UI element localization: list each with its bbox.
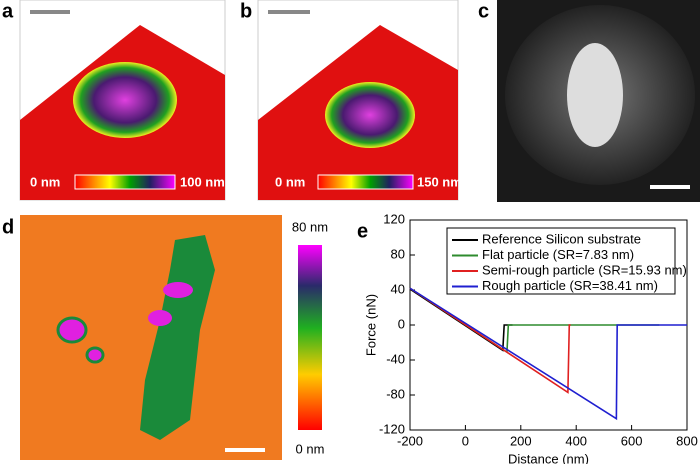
legend-label: Flat particle (SR=7.83 nm) (482, 247, 634, 262)
particle (56, 316, 88, 344)
x-axis-label: Distance (nm) (508, 451, 589, 464)
legend-label: Semi-rough particle (SR=15.93 nm) (482, 262, 687, 277)
sem-particle (567, 43, 623, 147)
series-line (409, 287, 687, 421)
y-tick-label: 40 (391, 281, 405, 296)
x-tick-label: 600 (621, 433, 643, 448)
scale-label: 150 nm (417, 174, 462, 189)
colorbar (298, 245, 322, 430)
particle (325, 82, 415, 148)
scale-label: 0 nm (296, 441, 325, 456)
panel-label: c (478, 0, 489, 22)
scale-label: 80 nm (292, 219, 328, 234)
x-tick-label: 800 (676, 433, 698, 448)
colorbar (74, 174, 176, 190)
legend-box (446, 227, 676, 295)
panel-label: a (2, 0, 14, 22)
y-tick-label: 0 (398, 316, 405, 331)
colorbar (317, 174, 414, 190)
y-tick-label: -40 (386, 351, 405, 366)
y-tick-label: 120 (383, 211, 405, 226)
y-tick-label: -120 (379, 421, 405, 436)
series-line (409, 287, 660, 354)
particle (73, 62, 177, 138)
scale-label: 100 nm (180, 174, 225, 189)
y-tick-label: -80 (386, 386, 405, 401)
legend-label: Rough particle (SR=38.41 nm) (482, 278, 658, 293)
panel-label: e (357, 220, 368, 242)
scale-label: 0 nm (275, 174, 305, 189)
particle-peak (148, 310, 172, 326)
legend-label: Reference Silicon substrate (482, 231, 641, 246)
particle (85, 346, 105, 364)
series-line (409, 287, 571, 394)
chart: -200 0 200 400 600 800 -120 -80 -40 0 40 80 120 Dista… (363, 211, 698, 466)
x-tick-label: 400 (565, 433, 587, 448)
x-tick-label: -200 (397, 433, 423, 448)
y-axis-label: Force (nN) (363, 294, 378, 356)
x-tick-label: 0 (462, 433, 469, 448)
x-tick-label: 200 (510, 433, 532, 448)
scale-label: 0 nm (30, 174, 60, 189)
panel-label: d (2, 216, 14, 238)
y-tick-label: 80 (391, 246, 405, 261)
particle-peak (163, 282, 193, 298)
panel-label: b (240, 0, 252, 22)
particle (140, 235, 215, 440)
